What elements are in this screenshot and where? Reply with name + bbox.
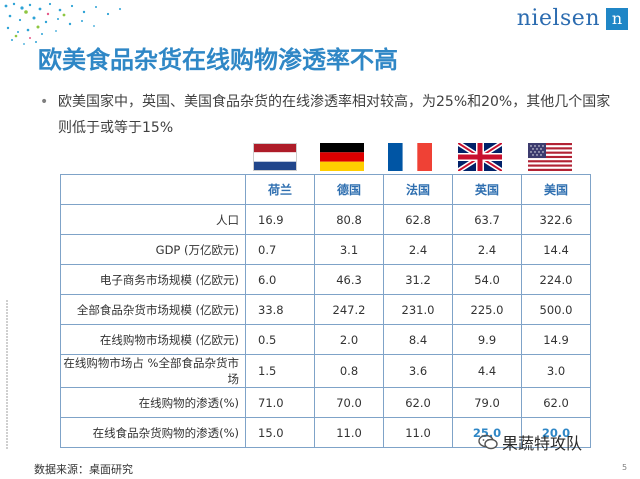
france-flag-icon xyxy=(388,143,432,171)
header-empty-cell xyxy=(60,174,246,205)
row-label: 全部食品杂货市场规模 (亿欧元) xyxy=(60,294,246,325)
table-cell: 225.0 xyxy=(452,294,522,325)
row-label: 在线购物市场占 %全部食品杂货市场 xyxy=(60,354,246,388)
logo-text: nielsen xyxy=(516,6,600,31)
table-row: GDP (万亿欧元) 0.7 3.1 2.4 2.4 14.4 xyxy=(60,234,591,265)
table-cell: 3.0 xyxy=(521,354,591,388)
table-cell: 62.0 xyxy=(521,387,591,418)
table-cell: 79.0 xyxy=(452,387,522,418)
table-cell: 6.0 xyxy=(245,264,315,295)
table-cell: 322.6 xyxy=(521,204,591,235)
bullet-point: • 欧美国家中，英国、美国食品杂货的在线渗透率相对较高，为25%和20%，其他几… xyxy=(40,89,620,141)
row-label: 在线购物市场规模 (亿欧元) xyxy=(60,324,246,355)
table-cell: 71.0 xyxy=(245,387,315,418)
row-label: 在线食品杂货购物的渗透(%) xyxy=(60,417,246,448)
table-cell: 14.4 xyxy=(521,234,591,265)
table-cell: 11.0 xyxy=(314,417,384,448)
table-cell: 62.0 xyxy=(383,387,453,418)
table-row: 在线购物市场规模 (亿欧元) 0.5 2.0 8.4 9.9 14.9 xyxy=(60,324,591,355)
table-cell: 4.4 xyxy=(452,354,522,388)
wechat-watermark: 果蔬特攻队 xyxy=(478,430,582,454)
table-cell: 247.2 xyxy=(314,294,384,325)
germany-flag-icon xyxy=(320,143,364,171)
table-cell: 3.1 xyxy=(314,234,384,265)
table-cell: 2.4 xyxy=(383,234,453,265)
table-row: 电子商务市场规模 (亿欧元) 6.0 46.3 31.2 54.0 224.0 xyxy=(60,264,591,295)
row-label: 在线购物的渗透(%) xyxy=(60,387,246,418)
page-number: 5 xyxy=(622,463,628,472)
wechat-icon xyxy=(478,434,498,450)
netherlands-flag-icon xyxy=(253,143,297,171)
table-cell: 33.8 xyxy=(245,294,315,325)
table-row: 人口 16.9 80.8 62.8 63.7 322.6 xyxy=(60,204,591,235)
usa-flag-icon xyxy=(528,143,572,171)
row-label: GDP (万亿欧元) xyxy=(60,234,246,265)
table-row: 全部食品杂货市场规模 (亿欧元) 33.8 247.2 231.0 225.0 … xyxy=(60,294,591,325)
row-label: 电子商务市场规模 (亿欧元) xyxy=(60,264,246,295)
table-cell: 0.8 xyxy=(314,354,384,388)
data-source-note: 数据来源：桌面研究 xyxy=(34,463,133,476)
row-label: 人口 xyxy=(60,204,246,235)
table-cell: 62.8 xyxy=(383,204,453,235)
table-cell: 46.3 xyxy=(314,264,384,295)
table-cell: 31.2 xyxy=(383,264,453,295)
table-row: 在线食品杂货购物的渗透(%) 15.0 11.0 11.0 25.0 20.0 xyxy=(60,417,591,448)
table-header-row: 荷兰 德国 法国 英国 美国 xyxy=(60,174,591,205)
data-table: 荷兰 德国 法国 英国 美国 人口 16.9 80.8 62.8 63.7 32… xyxy=(60,174,591,448)
highlighted-cell: 20.0 xyxy=(521,417,591,448)
table-cell: 0.7 xyxy=(245,234,315,265)
table-cell: 11.0 xyxy=(383,417,453,448)
table-cell: 9.9 xyxy=(452,324,522,355)
table-cell: 231.0 xyxy=(383,294,453,325)
column-header: 英国 xyxy=(452,174,522,205)
bullet-text: 欧美国家中，英国、美国食品杂货的在线渗透率相对较高，为25%和20%，其他几个国… xyxy=(58,94,611,136)
vertical-copyright-text xyxy=(6,300,8,450)
logo-mark: n xyxy=(606,7,628,30)
bullet-dot-icon: • xyxy=(40,94,49,110)
table-cell: 15.0 xyxy=(245,417,315,448)
table-row: 在线购物的渗透(%) 71.0 70.0 62.0 79.0 62.0 xyxy=(60,387,591,418)
table-cell: 3.6 xyxy=(383,354,453,388)
table-cell: 70.0 xyxy=(314,387,384,418)
page-title: 欧美食品杂货在线购物渗透率不高 xyxy=(38,46,398,74)
table-cell: 16.9 xyxy=(245,204,315,235)
table-cell: 80.8 xyxy=(314,204,384,235)
table-cell: 2.4 xyxy=(452,234,522,265)
table-cell: 224.0 xyxy=(521,264,591,295)
table-cell: 0.5 xyxy=(245,324,315,355)
table-cell: 1.5 xyxy=(245,354,315,388)
decorative-dot-pattern xyxy=(4,2,121,45)
watermark-text: 果蔬特攻队 xyxy=(502,434,583,453)
column-header: 德国 xyxy=(314,174,384,205)
table-cell: 8.4 xyxy=(383,324,453,355)
table-cell: 500.0 xyxy=(521,294,591,325)
table-row: 在线购物市场占 %全部食品杂货市场 1.5 0.8 3.6 4.4 3.0 xyxy=(60,354,591,388)
column-header: 美国 xyxy=(521,174,591,205)
table-cell: 63.7 xyxy=(452,204,522,235)
table-cell: 14.9 xyxy=(521,324,591,355)
table-cell: 2.0 xyxy=(314,324,384,355)
column-header: 荷兰 xyxy=(245,174,315,205)
uk-flag-icon xyxy=(458,143,502,171)
table-cell: 54.0 xyxy=(452,264,522,295)
column-header: 法国 xyxy=(383,174,453,205)
nielsen-logo: nielsen n xyxy=(517,6,628,31)
